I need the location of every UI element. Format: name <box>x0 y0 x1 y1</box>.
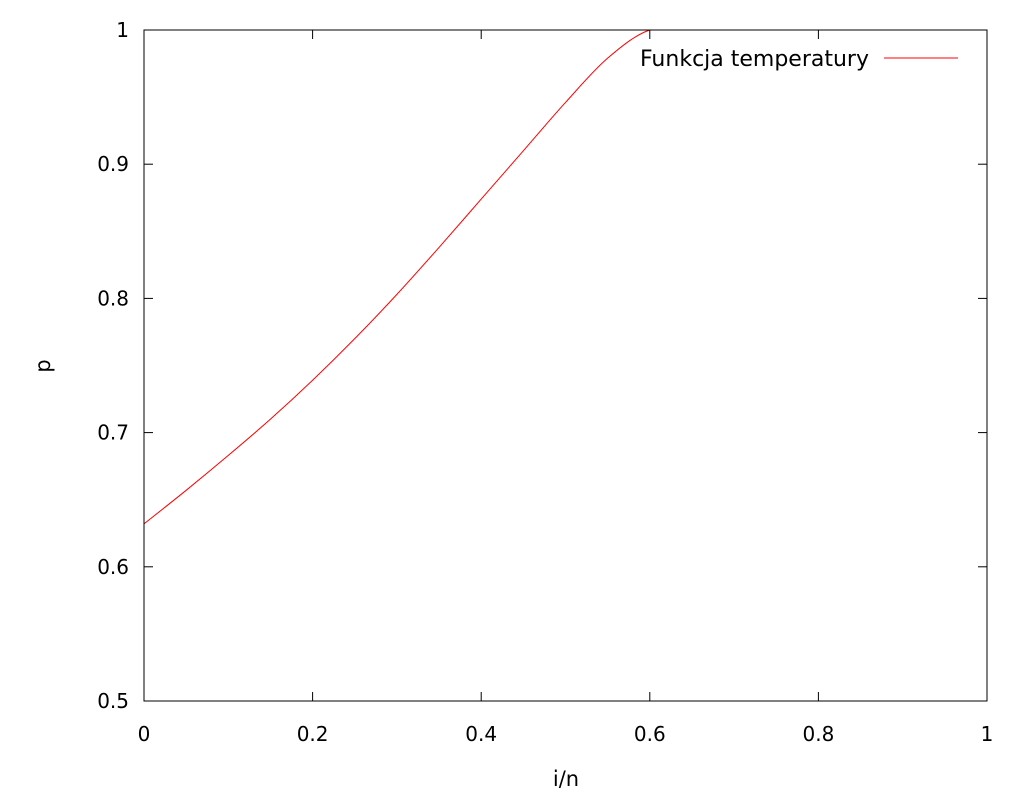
x-tick-label: 1 <box>981 722 994 746</box>
legend-label: Funkcja temperatury <box>640 47 869 72</box>
y-tick-label: 1 <box>116 18 129 42</box>
legend: Funkcja temperatury <box>640 47 958 72</box>
x-tick-label: 0.6 <box>634 722 666 746</box>
tick-marks <box>143 29 988 702</box>
x-tick-label: 0.4 <box>465 722 497 746</box>
series-line-0 <box>143 29 987 525</box>
x-tick-label: 0 <box>138 722 151 746</box>
x-tick-label: 0.2 <box>297 722 329 746</box>
tick-labels: 0 0.2 0.4 0.6 0.8 1 0.5 0.6 0.7 0.8 0.9 1 <box>97 18 993 746</box>
y-tick-label: 0.6 <box>97 555 129 579</box>
y-tick-label: 0.5 <box>97 689 129 713</box>
x-tick-label: 0.8 <box>802 722 834 746</box>
y-axis-label: p <box>31 359 55 372</box>
x-axis-label: i/n <box>553 767 579 791</box>
y-tick-label: 0.9 <box>97 152 129 176</box>
series-lines <box>143 29 987 525</box>
plot-frame <box>143 29 988 702</box>
y-tick-label: 0.8 <box>97 286 129 310</box>
y-tick-label: 0.7 <box>97 421 129 445</box>
